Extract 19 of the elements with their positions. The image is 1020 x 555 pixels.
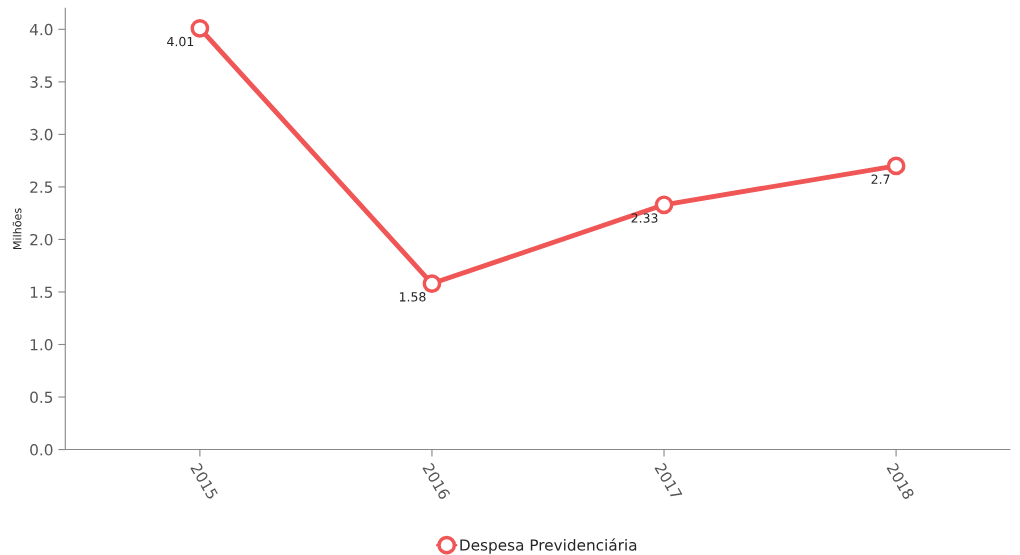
y-tick-label: 2.0 [30, 233, 53, 246]
y-tick-label: 3.0 [30, 128, 53, 141]
data-label: 1.58 [399, 292, 426, 302]
y-tick-label: 0.0 [30, 444, 53, 456]
data-label: 4.01 [167, 36, 194, 47]
point [886, 156, 906, 176]
y-tick-label: 3.5 [30, 76, 53, 88]
y-tick-label: 1.5 [30, 286, 53, 298]
data-label: 2.7 [871, 174, 890, 184]
data-label: 2.33 [631, 213, 658, 223]
legend-label: Despesa Previdenciária [460, 538, 637, 554]
y-tick-label: 4.0 [29, 23, 53, 36]
y-axis-title: Milhões [12, 208, 22, 249]
point [190, 18, 210, 38]
point [654, 195, 674, 215]
y-tick-label: 1.0 [30, 338, 53, 351]
y-tick-label: 2.5 [30, 181, 53, 193]
point [422, 274, 442, 293]
y-tick-label: 0.5 [30, 391, 53, 404]
